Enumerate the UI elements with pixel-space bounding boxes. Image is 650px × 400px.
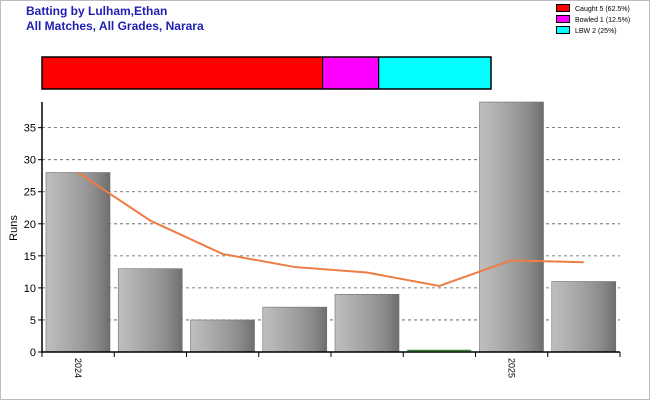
y-axis-ticks: 0 5 10 15 20 25 30 35 [24,123,42,359]
legend-label-caught: Caught 5 (62.5%) [575,6,630,13]
legend-item-lbw: LBW 2 (25%) [556,26,630,38]
y-tick-label: 20 [24,219,36,231]
bar-series [45,101,617,353]
legend-swatch-lbw [556,26,570,35]
y-tick-label: 10 [24,283,36,295]
dismissal-stacked-bar [41,56,492,90]
dismissal-segment-caught [41,56,324,90]
average-line-series [77,171,584,288]
dismissal-bar-outline [41,56,492,90]
y-tick-label: 15 [24,251,36,263]
y-axis-label: Runs [8,215,20,241]
bar [45,172,111,353]
chart-title: Batting by Lulham,Ethan [26,4,168,18]
bar [479,101,544,353]
legend-label-lbw: LBW 2 (25%) [575,28,617,35]
legend: Caught 5 (62.5%) Bowled 1 (12.5%) LBW 2 … [556,4,631,38]
chart-subtitle: All Matches, All Grades, Narara [26,19,204,33]
bar [117,268,183,353]
legend-swatch-caught [556,4,570,13]
dismissal-segment-lbw [378,56,492,90]
y-tick-label: 35 [24,123,36,135]
average-line [77,171,584,288]
x-tick-label: 2024 [73,358,83,378]
y-tick-label: 0 [30,347,36,359]
legend-item-bowled: Bowled 1 (12.5%) [556,15,631,27]
legend-item-caught: Caught 5 (62.5%) [556,4,630,16]
y-tick-label: 30 [24,155,36,167]
dismissal-segment-bowled [322,56,380,90]
x-axis-ticks: 2024 2025 [41,352,621,378]
bar [190,319,255,353]
legend-label-bowled: Bowled 1 (12.5%) [575,17,631,24]
bar [551,281,617,353]
y-tick-label: 25 [24,187,36,199]
legend-swatch-bowled [556,15,570,24]
bar [262,306,328,353]
x-tick-label: 2025 [507,358,517,378]
y-tick-label: 5 [30,315,36,327]
bar [334,294,400,353]
